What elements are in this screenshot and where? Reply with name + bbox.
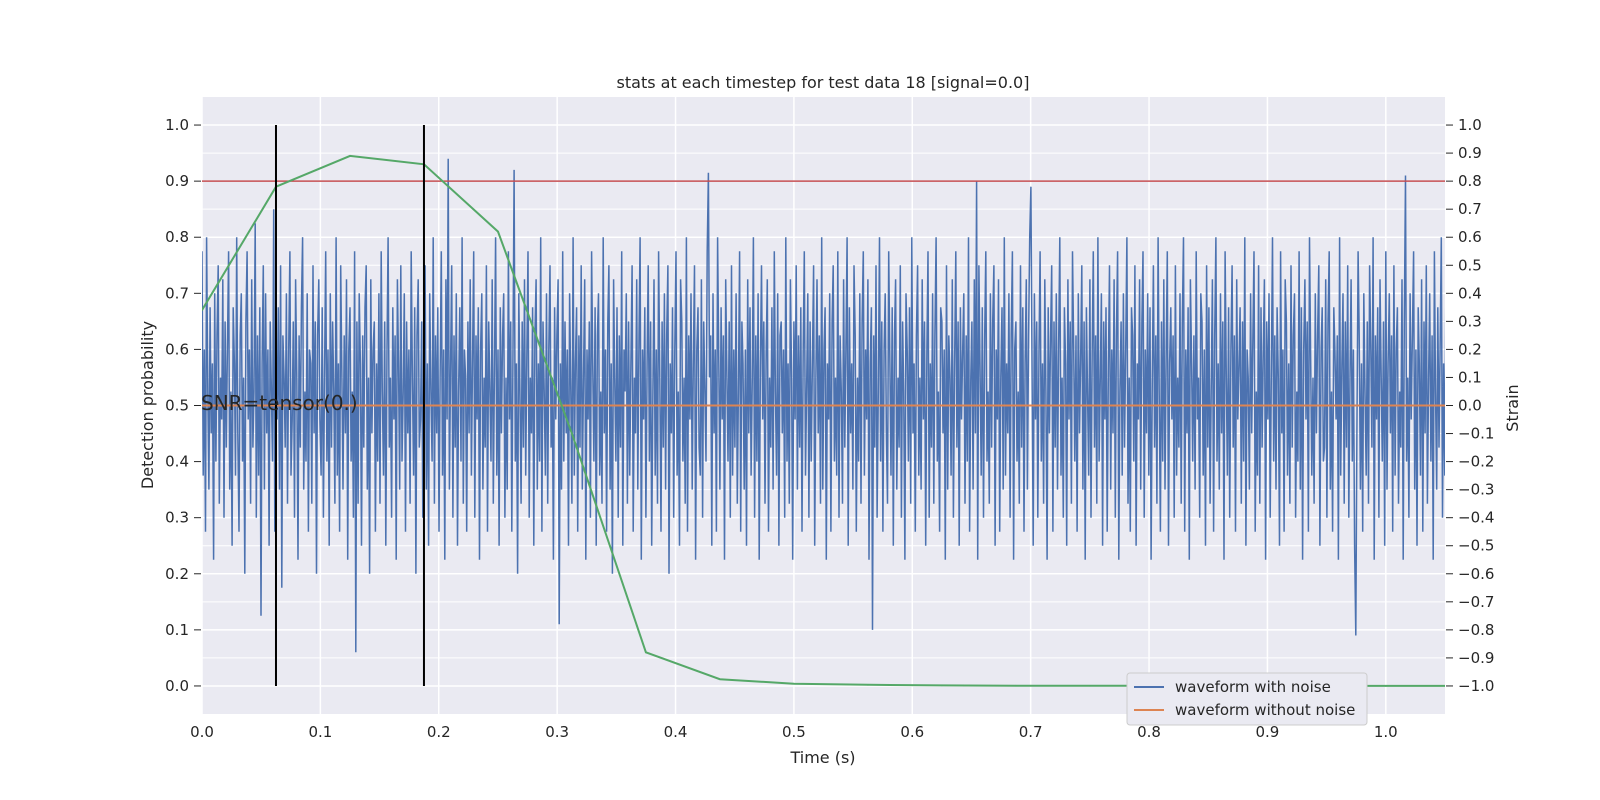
detection-probability-point: [1015, 684, 1017, 687]
x-tick-label: 0.3: [545, 723, 569, 741]
y-tick-label: 0.6: [165, 340, 189, 358]
y2-tick-label: −0.9: [1458, 649, 1494, 667]
x-tick-label: 0.0: [190, 723, 214, 741]
y2-axis-label: Strain: [1503, 384, 1522, 431]
x-axis-label: Time (s): [789, 748, 855, 767]
y2-tick-label: 0.2: [1458, 340, 1482, 358]
y2-tick-label: 0.4: [1458, 284, 1482, 302]
x-tick-label: 0.1: [308, 723, 332, 741]
chart-title: stats at each timestep for test data 18 …: [617, 73, 1030, 92]
y2-axis-ticks: 1.0 0.9 0.8 0.7 0.6 0.5 0.4 0.3 0.2 0.1 0.0 −0.1 −0.…: [1446, 116, 1494, 695]
y2-tick-label: −0.8: [1458, 621, 1494, 639]
x-axis-ticks: 0.0 0.1 0.2 0.3 0.4 0.5 0.6 0.7 0.8 0.9 1.0: [190, 723, 1398, 741]
y2-tick-label: 0.3: [1458, 312, 1482, 330]
x-tick-label: 1.0: [1374, 723, 1398, 741]
legend-label-waveform-with-noise: waveform with noise: [1175, 678, 1331, 696]
y2-tick-label: 0.0: [1458, 397, 1482, 415]
detection-probability-point: [571, 432, 573, 435]
y2-tick-label: −0.3: [1458, 481, 1494, 499]
y2-tick-label: 0.8: [1458, 172, 1482, 190]
y-tick-label: 1.0: [165, 116, 189, 134]
y-tick-label: 0.5: [165, 397, 189, 415]
y-tick-label: 0.9: [165, 172, 189, 190]
y-tick-label: 0.0: [165, 677, 189, 695]
y2-tick-label: −0.6: [1458, 565, 1494, 583]
legend-label-waveform-without-noise: waveform without noise: [1175, 701, 1355, 719]
detection-probability-point: [1444, 685, 1445, 687]
legend: waveform with noise waveform without noi…: [1126, 672, 1368, 726]
y-tick-label: 0.7: [165, 284, 189, 302]
y2-tick-label: −0.5: [1458, 537, 1494, 555]
detection-probability-point: [497, 230, 499, 233]
x-tick-label: 0.6: [900, 723, 924, 741]
detection-probability-point: [793, 682, 795, 685]
detection-probability-point: [202, 309, 203, 311]
y2-tick-label: 0.7: [1458, 200, 1482, 218]
y2-tick-label: −0.4: [1458, 509, 1494, 527]
y2-tick-label: −1.0: [1458, 677, 1494, 695]
x-tick-label: 0.7: [1019, 723, 1043, 741]
y2-tick-label: 0.1: [1458, 368, 1482, 386]
y-axis-label: Detection probability: [138, 321, 157, 489]
legend-box: [1126, 672, 1368, 726]
detection-probability-point: [1089, 684, 1091, 687]
detection-probability-point: [867, 684, 869, 686]
y-tick-label: 0.8: [165, 228, 189, 246]
snr-annotation: SNR=tensor(0.): [201, 391, 358, 415]
y2-tick-label: −0.7: [1458, 593, 1494, 611]
y2-tick-label: −0.2: [1458, 453, 1494, 471]
x-tick-label: 0.4: [664, 723, 688, 741]
y2-tick-label: 1.0: [1458, 116, 1482, 134]
y2-tick-label: 0.9: [1458, 144, 1482, 162]
x-tick-label: 0.8: [1137, 723, 1161, 741]
detection-probability-point: [645, 651, 647, 654]
x-tick-label: 0.5: [782, 723, 806, 741]
y2-tick-label: 0.5: [1458, 256, 1482, 274]
detection-probability-point: [1385, 685, 1387, 687]
y-axis-ticks: 0.0 0.1 0.2 0.3 0.4 0.5 0.6 0.7 0.8 0.9 1.0: [165, 116, 201, 695]
y-tick-label: 0.2: [165, 565, 189, 583]
x-tick-label: 0.2: [427, 723, 451, 741]
x-tick-label: 0.9: [1255, 723, 1279, 741]
detection-probability-point: [349, 155, 351, 157]
y2-tick-label: 0.6: [1458, 228, 1482, 246]
y2-tick-label: −0.1: [1458, 425, 1494, 443]
detection-probability-point: [719, 678, 721, 681]
y-tick-label: 0.3: [165, 509, 189, 527]
detection-probability-point: [941, 684, 943, 687]
y-tick-label: 0.4: [165, 453, 189, 471]
y-tick-label: 0.1: [165, 621, 189, 639]
